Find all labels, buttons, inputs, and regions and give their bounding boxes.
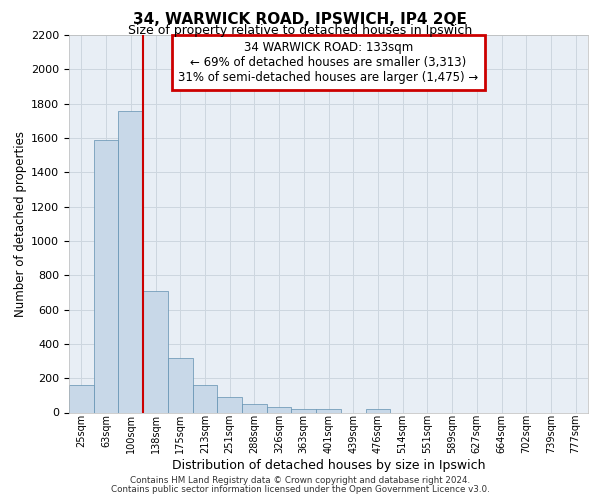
Bar [365, 409, 390, 412]
Y-axis label: Number of detached properties: Number of detached properties [14, 130, 27, 317]
Bar [267, 407, 292, 412]
Bar [168, 358, 193, 412]
Text: Contains HM Land Registry data © Crown copyright and database right 2024.: Contains HM Land Registry data © Crown c… [130, 476, 470, 485]
Bar [242, 404, 267, 412]
Text: Size of property relative to detached houses in Ipswich: Size of property relative to detached ho… [128, 24, 472, 37]
Bar [217, 397, 242, 412]
Bar [69, 385, 94, 412]
X-axis label: Distribution of detached houses by size in Ipswich: Distribution of detached houses by size … [172, 459, 485, 472]
Text: Contains public sector information licensed under the Open Government Licence v3: Contains public sector information licen… [110, 484, 490, 494]
Bar [118, 110, 143, 412]
Bar [316, 409, 341, 412]
Text: 34 WARWICK ROAD: 133sqm
← 69% of detached houses are smaller (3,313)
31% of semi: 34 WARWICK ROAD: 133sqm ← 69% of detache… [178, 40, 479, 84]
Bar [292, 408, 316, 412]
Text: 34, WARWICK ROAD, IPSWICH, IP4 2QE: 34, WARWICK ROAD, IPSWICH, IP4 2QE [133, 12, 467, 28]
Bar [143, 290, 168, 412]
Bar [193, 385, 217, 412]
Bar [94, 140, 118, 412]
